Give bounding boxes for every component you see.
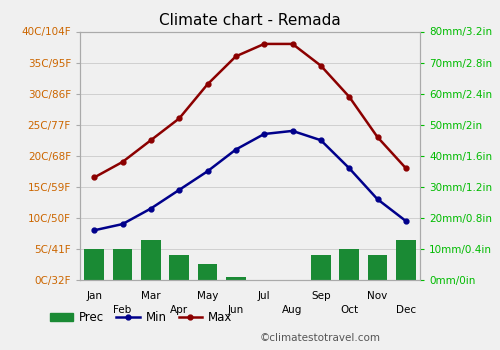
Text: May: May bbox=[197, 291, 218, 301]
Text: Mar: Mar bbox=[141, 291, 161, 301]
Bar bbox=[84, 249, 104, 280]
Bar bbox=[141, 240, 161, 280]
Text: Jun: Jun bbox=[228, 305, 244, 315]
Text: Apr: Apr bbox=[170, 305, 188, 315]
Text: Jul: Jul bbox=[258, 291, 270, 301]
Text: Aug: Aug bbox=[282, 305, 302, 315]
Bar bbox=[169, 255, 189, 280]
Text: Nov: Nov bbox=[368, 291, 388, 301]
Bar bbox=[226, 277, 246, 280]
Legend: Prec, Min, Max: Prec, Min, Max bbox=[45, 306, 237, 329]
Bar bbox=[112, 249, 132, 280]
Text: Sep: Sep bbox=[311, 291, 330, 301]
Bar bbox=[396, 240, 416, 280]
Text: Feb: Feb bbox=[114, 305, 132, 315]
Text: Oct: Oct bbox=[340, 305, 358, 315]
Text: Jan: Jan bbox=[86, 291, 102, 301]
Text: Dec: Dec bbox=[396, 305, 416, 315]
Bar bbox=[368, 255, 388, 280]
Text: ©climatestotravel.com: ©climatestotravel.com bbox=[260, 333, 381, 343]
Bar bbox=[311, 255, 331, 280]
Bar bbox=[198, 265, 218, 280]
Title: Climate chart - Remada: Climate chart - Remada bbox=[159, 13, 341, 28]
Bar bbox=[339, 249, 359, 280]
